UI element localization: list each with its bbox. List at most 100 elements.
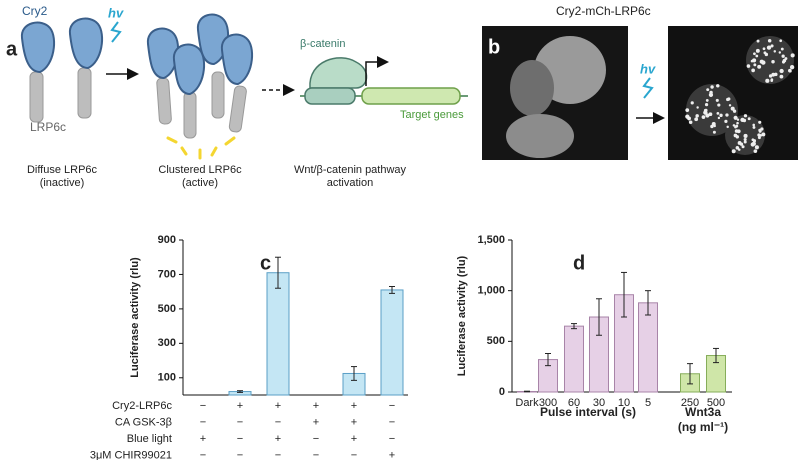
group-label: Pulse interval (s) <box>540 405 636 419</box>
x-tick-label: 30 <box>593 397 605 409</box>
cluster <box>780 47 784 51</box>
cluster <box>771 59 775 64</box>
cluster <box>788 69 792 73</box>
cluster <box>752 123 756 127</box>
cluster <box>724 119 728 123</box>
bar <box>564 325 584 393</box>
cluster <box>753 63 757 67</box>
cluster <box>685 108 690 113</box>
cluster <box>701 115 706 120</box>
cluster <box>696 106 699 109</box>
y-tick-label: 1,500 <box>477 234 505 246</box>
y-tick-label: 0 <box>499 386 505 398</box>
y-axis-label: Luciferase activity (rlu) <box>456 255 468 376</box>
cluster <box>752 58 757 63</box>
condition-label: Cry2-LRP6c <box>112 400 172 412</box>
panel-label: d <box>573 252 585 274</box>
cluster <box>728 104 732 107</box>
x-tick-label: 5 <box>645 397 651 409</box>
condition-mark: − <box>389 433 395 445</box>
cluster <box>779 68 784 74</box>
condition-mark: + <box>389 449 395 460</box>
error-bar <box>645 290 651 316</box>
group-label: Wnt3a <box>685 405 721 419</box>
cluster <box>743 114 748 118</box>
condition-label: CA GSK-3β <box>115 416 172 428</box>
y-tick-label: 900 <box>158 234 176 246</box>
condition-mark: + <box>313 400 319 412</box>
cluster <box>757 64 762 69</box>
cluster <box>719 113 723 118</box>
cluster <box>760 127 764 131</box>
condition-mark: + <box>200 433 206 445</box>
panel-label: b <box>488 36 500 58</box>
cluster <box>735 135 739 139</box>
cluster <box>782 58 787 63</box>
cluster <box>715 98 719 102</box>
error-bar <box>621 271 627 318</box>
cluster <box>709 90 713 95</box>
condition-label: Blue light <box>127 433 172 445</box>
cluster <box>758 128 761 132</box>
condition-mark: + <box>275 433 281 445</box>
cluster <box>736 118 740 121</box>
cluster <box>712 130 716 134</box>
condition-mark: + <box>351 416 357 428</box>
condition-mark: − <box>200 449 206 460</box>
caption: Wnt/β-catenin pathway <box>294 164 407 176</box>
condition-mark: − <box>275 449 281 460</box>
cluster <box>752 139 757 143</box>
cluster <box>747 117 751 121</box>
caption: Clustered LRP6c <box>158 164 242 176</box>
cluster <box>770 44 774 48</box>
x-tick-label: 10 <box>618 397 630 409</box>
x-tick-label: 60 <box>568 397 580 409</box>
caption: activation <box>327 177 373 189</box>
cluster <box>766 45 772 50</box>
condition-mark: − <box>313 433 319 445</box>
cluster <box>741 145 745 149</box>
y-tick-label: 700 <box>158 268 176 280</box>
cluster <box>743 140 747 144</box>
condition-label: 3μM CHIR99021 <box>90 449 172 460</box>
cluster <box>789 65 795 70</box>
cluster <box>765 78 770 83</box>
cluster <box>781 54 785 58</box>
cluster <box>771 72 776 77</box>
cluster <box>739 142 744 146</box>
cluster <box>779 74 784 79</box>
y-tick-label: 500 <box>158 303 176 315</box>
cluster <box>688 120 693 125</box>
cluster <box>705 99 709 102</box>
error-bar <box>713 347 719 364</box>
y-tick-label: 500 <box>487 335 505 347</box>
panel-label: c <box>260 252 271 274</box>
cluster <box>733 115 738 120</box>
cluster <box>763 51 767 55</box>
error-bar <box>571 323 577 330</box>
condition-mark: − <box>351 449 357 460</box>
cluster <box>710 85 714 89</box>
cluster <box>708 112 712 116</box>
cluster <box>773 50 777 53</box>
cluster <box>725 113 729 117</box>
cluster <box>757 136 761 140</box>
hv-label: hv <box>640 61 656 76</box>
cells <box>506 36 606 158</box>
condition-mark: − <box>275 416 281 428</box>
error-bar <box>687 363 693 385</box>
cry2-label: Cry2 <box>22 4 48 18</box>
cluster <box>779 39 783 43</box>
cluster <box>743 137 747 142</box>
cluster <box>695 114 699 118</box>
cluster <box>716 84 720 88</box>
y-tick-label: 300 <box>158 337 176 349</box>
cluster <box>770 79 774 82</box>
cluster <box>735 146 740 150</box>
cell <box>686 84 738 136</box>
cluster <box>737 148 741 151</box>
error-bar <box>275 256 281 289</box>
error-bar <box>351 366 357 381</box>
cluster <box>704 103 709 107</box>
